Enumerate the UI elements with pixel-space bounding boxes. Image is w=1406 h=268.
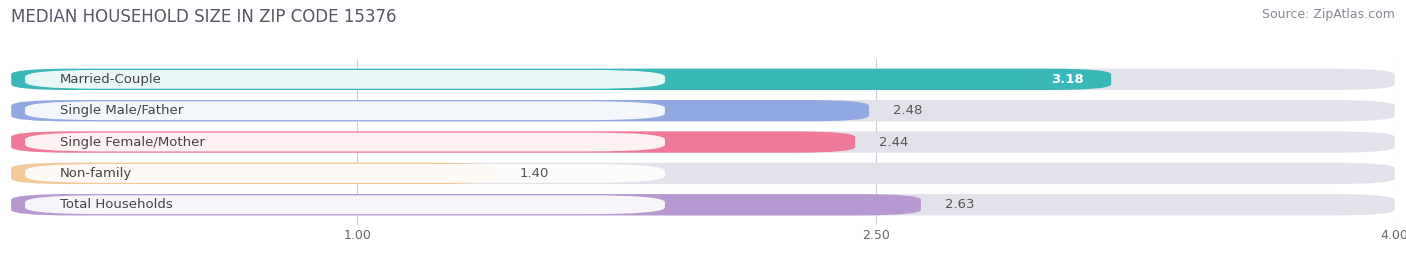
Text: Married-Couple: Married-Couple bbox=[59, 73, 162, 86]
FancyBboxPatch shape bbox=[11, 69, 1111, 90]
FancyBboxPatch shape bbox=[25, 70, 665, 89]
Text: Single Female/Mother: Single Female/Mother bbox=[59, 136, 204, 148]
Text: 2.44: 2.44 bbox=[879, 136, 908, 148]
FancyBboxPatch shape bbox=[11, 100, 869, 121]
FancyBboxPatch shape bbox=[11, 194, 1395, 215]
FancyBboxPatch shape bbox=[11, 100, 1395, 121]
FancyBboxPatch shape bbox=[11, 131, 855, 153]
FancyBboxPatch shape bbox=[11, 163, 1395, 184]
FancyBboxPatch shape bbox=[25, 133, 665, 151]
Text: Single Male/Father: Single Male/Father bbox=[59, 104, 183, 117]
FancyBboxPatch shape bbox=[11, 131, 1395, 153]
Text: 2.63: 2.63 bbox=[945, 198, 974, 211]
FancyBboxPatch shape bbox=[11, 69, 1395, 90]
Text: MEDIAN HOUSEHOLD SIZE IN ZIP CODE 15376: MEDIAN HOUSEHOLD SIZE IN ZIP CODE 15376 bbox=[11, 8, 396, 26]
Text: 3.18: 3.18 bbox=[1050, 73, 1084, 86]
FancyBboxPatch shape bbox=[25, 164, 665, 183]
FancyBboxPatch shape bbox=[11, 163, 495, 184]
FancyBboxPatch shape bbox=[25, 101, 665, 120]
Text: 2.48: 2.48 bbox=[893, 104, 922, 117]
Text: Source: ZipAtlas.com: Source: ZipAtlas.com bbox=[1261, 8, 1395, 21]
Text: Total Households: Total Households bbox=[59, 198, 173, 211]
FancyBboxPatch shape bbox=[11, 194, 921, 215]
FancyBboxPatch shape bbox=[25, 195, 665, 214]
Text: 1.40: 1.40 bbox=[520, 167, 550, 180]
Text: Non-family: Non-family bbox=[59, 167, 132, 180]
